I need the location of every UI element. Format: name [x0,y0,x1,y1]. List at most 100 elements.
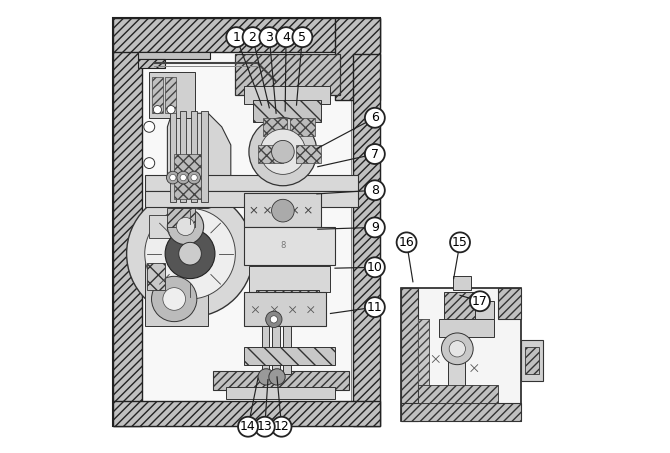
Circle shape [188,171,200,184]
Bar [440,319,494,337]
Bar [113,401,381,426]
Text: 13: 13 [257,420,273,433]
Bar [143,52,351,401]
Bar [297,145,322,163]
Bar [353,54,381,426]
Circle shape [255,417,275,437]
Circle shape [170,174,176,181]
Bar [174,154,202,199]
Bar [138,52,210,59]
Bar [521,340,543,381]
Bar [168,208,194,226]
Circle shape [271,199,294,222]
Bar [335,18,381,100]
Bar [245,292,326,326]
Circle shape [365,257,385,277]
Bar [113,18,381,52]
Circle shape [259,27,279,47]
Bar [149,72,194,118]
Bar [263,118,287,136]
Text: 3: 3 [265,31,273,43]
Bar [525,347,539,374]
Circle shape [176,217,194,236]
Bar [149,215,186,238]
Bar [401,288,521,421]
Text: 9: 9 [371,221,379,234]
Circle shape [145,208,235,299]
Bar [212,371,348,390]
Circle shape [258,369,274,385]
Bar [498,288,521,319]
Circle shape [397,232,417,252]
Circle shape [365,217,385,237]
Bar [273,326,280,374]
Circle shape [271,140,294,163]
Bar [249,266,330,292]
Circle shape [163,288,186,310]
Bar [418,319,429,403]
Bar [261,326,269,374]
Bar [258,145,283,163]
Bar [151,77,163,113]
Polygon shape [168,113,230,208]
Circle shape [165,229,215,279]
Bar [202,111,208,202]
Bar [113,18,381,426]
Text: 2: 2 [249,31,257,43]
Circle shape [151,276,197,322]
Circle shape [365,180,385,200]
Bar [453,276,471,290]
Circle shape [365,108,385,128]
Bar [145,175,358,191]
Bar [180,111,186,202]
Circle shape [167,106,175,114]
Circle shape [260,129,306,174]
Circle shape [292,27,312,47]
Circle shape [249,118,317,186]
Bar [138,59,165,68]
Bar [145,191,358,207]
Circle shape [153,106,161,114]
Circle shape [144,121,155,132]
Bar [253,100,322,122]
Circle shape [449,341,466,357]
Circle shape [191,174,197,181]
Text: 17: 17 [472,295,488,308]
Text: 12: 12 [273,420,289,433]
Bar [418,385,498,403]
Text: 6: 6 [371,111,379,124]
Bar [444,292,476,319]
Circle shape [271,417,291,437]
Bar [145,245,208,326]
Circle shape [177,171,190,184]
Bar [165,77,176,113]
Circle shape [127,190,253,317]
Circle shape [166,171,179,184]
Circle shape [270,316,277,323]
Bar [418,319,429,403]
Circle shape [168,208,204,245]
Circle shape [450,232,470,252]
Text: 4: 4 [282,31,290,43]
Bar [226,387,335,399]
Text: 8: 8 [371,184,379,197]
Bar [245,347,335,365]
Bar [245,193,322,226]
Text: 10: 10 [367,261,383,274]
Bar [235,54,340,95]
Circle shape [266,311,282,328]
Text: 1: 1 [232,31,240,43]
Circle shape [470,291,490,311]
Circle shape [243,27,263,47]
Circle shape [180,174,186,181]
Circle shape [144,158,155,169]
Circle shape [365,144,385,164]
Text: 8: 8 [280,241,285,250]
Bar [283,326,291,374]
Circle shape [179,242,202,265]
Bar [289,118,315,136]
Circle shape [442,333,473,365]
Bar [191,111,197,202]
Text: 5: 5 [298,31,306,43]
Text: 7: 7 [371,148,379,160]
